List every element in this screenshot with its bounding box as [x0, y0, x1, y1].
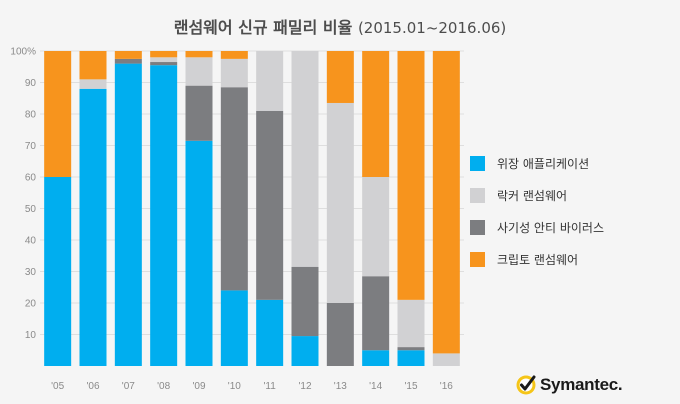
bar-segment [79, 79, 107, 89]
x-tick-label: '07 [122, 381, 135, 392]
bar-segment [220, 58, 248, 88]
bar-segment [185, 140, 213, 366]
legend-item-locker: 락커 랜섬웨어 [470, 179, 604, 211]
bar-segment [432, 51, 460, 354]
bar-segment [79, 88, 107, 367]
y-tick-label: 50 [25, 204, 37, 215]
brand-logo: Symantec. [515, 374, 623, 396]
y-tick-label: 70 [25, 141, 37, 152]
y-tick-label: 90 [25, 78, 37, 89]
y-tick-label: 100% [10, 47, 36, 58]
y-tick-label: 20 [25, 299, 37, 310]
bar-segment [362, 51, 390, 177]
bar-segment [114, 58, 142, 64]
bar-segment [291, 51, 319, 267]
bar-segment [44, 51, 72, 177]
chart-title: 랜섬웨어 신규 패밀리 비율 (2015.01~2016.06) [0, 14, 680, 38]
legend-item-crypto: 크립토 랜섬웨어 [470, 243, 604, 275]
y-tick-label: 40 [25, 236, 37, 247]
x-tick-label: '11 [264, 381, 277, 392]
bar-segment [114, 63, 142, 366]
bar-segment [114, 51, 142, 59]
bar-segment [185, 57, 213, 86]
bar-segment [397, 51, 425, 300]
bar-segment [291, 336, 319, 366]
legend-label: 위장 애플리케이션 [497, 156, 590, 171]
bar-segment [256, 110, 284, 300]
bar-segment [397, 347, 425, 351]
bar-segment [326, 51, 354, 103]
bar-segment [432, 353, 460, 366]
bar-segment [397, 299, 425, 348]
x-tick-label: '13 [334, 381, 347, 392]
legend-label: 사기성 안티 바이러스 [497, 220, 604, 235]
legend-swatch [470, 187, 485, 203]
bar-segment [326, 303, 354, 366]
bar-segment [220, 51, 248, 59]
bar-segment [150, 51, 178, 58]
legend-swatch [470, 219, 485, 235]
bar-segment [397, 350, 425, 366]
bar-segment [150, 65, 178, 367]
x-tick-label: '14 [369, 381, 382, 392]
bar-segment [256, 51, 284, 111]
y-tick-label: 30 [25, 267, 37, 278]
legend-label: 락커 랜섬웨어 [497, 188, 568, 203]
bar-segment [362, 276, 390, 351]
y-tick-label: 60 [25, 173, 37, 184]
x-tick-label: '16 [440, 381, 453, 392]
x-tick-label: '06 [86, 381, 99, 392]
x-tick-label: '05 [51, 381, 64, 392]
brand-name: Symantec. [540, 375, 623, 394]
x-tick-label: '10 [228, 381, 241, 392]
bar-segment [79, 51, 107, 80]
bar-segment [44, 177, 72, 366]
bar-segment [291, 266, 319, 337]
legend-swatch [470, 251, 485, 267]
bar-segment [150, 62, 178, 66]
x-tick-label: '12 [298, 381, 311, 392]
bar-segment [150, 57, 178, 63]
y-tick-label: 80 [25, 110, 37, 121]
x-tick-label: '08 [157, 381, 170, 392]
x-tick-label: '09 [192, 381, 205, 392]
bar-segment [185, 51, 213, 58]
chart-legend: 위장 애플리케이션 락커 랜섬웨어 사기성 안티 바이러스 크립토 랜섬웨어 [470, 147, 604, 275]
legend-swatch [470, 155, 485, 171]
x-tick-label: '15 [404, 381, 417, 392]
checkmark-seal-icon [516, 375, 536, 395]
bar-segment [362, 177, 390, 277]
bar-segment [185, 85, 213, 141]
title-main: 랜섬웨어 신규 패밀리 비율 [173, 18, 353, 37]
legend-label: 크립토 랜섬웨어 [497, 252, 579, 267]
title-date-range: (2015.01~2016.06) [357, 19, 507, 37]
bar-segment [326, 102, 354, 303]
bar-segment [362, 350, 390, 366]
bar-segment [256, 299, 284, 366]
legend-item-fake-antivirus: 사기성 안티 바이러스 [470, 211, 604, 243]
bar-segment [220, 290, 248, 366]
legend-item-disguise-app: 위장 애플리케이션 [470, 147, 604, 179]
y-tick-label: 10 [25, 330, 37, 341]
bar-segment [220, 87, 248, 291]
